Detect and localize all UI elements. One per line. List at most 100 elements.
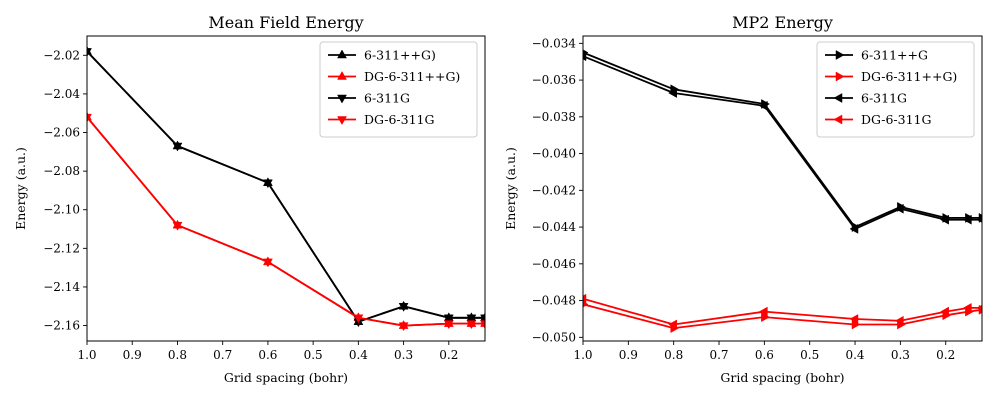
legend: 6-311++G DG-6-311++G) 6-311G DG-6-311G (816, 41, 975, 138)
x-axis-label: Grid spacing (bohr) (720, 370, 844, 385)
y-tick-label: −2.08 (43, 164, 80, 178)
series-line-3 (87, 50, 485, 323)
chart-title: Mean Field Energy (208, 13, 363, 32)
series-line-4 (87, 116, 485, 327)
y-tick-label: −2.02 (43, 48, 80, 62)
axes-frame (86, 35, 486, 342)
x-tick-label: 0.6 (258, 348, 277, 362)
legend-marker (833, 93, 843, 103)
data-point (466, 314, 477, 324)
series-line-2 (583, 303, 982, 330)
y-tick-label: −0.034 (532, 36, 577, 50)
y-tick-label: −0.040 (532, 147, 576, 161)
x-tick-label: 1.0 (573, 348, 592, 362)
x-tick-label: 0.5 (800, 348, 819, 362)
x-tick-label: 0.3 (891, 348, 910, 362)
x-tick-label: 0.9 (123, 348, 142, 362)
data-point (398, 303, 409, 312)
legend-label: 6-311G (861, 91, 907, 106)
data-point (976, 216, 982, 223)
legend-label: 6-311++G (861, 48, 928, 63)
legend-marker (835, 71, 845, 82)
data-point (353, 314, 364, 324)
legend-box (816, 41, 975, 138)
y-tick-label: −0.048 (532, 294, 576, 308)
y-axis-label: Energy (a.u.) (503, 147, 518, 230)
data-point (894, 203, 904, 214)
legend-label: 6-311G (364, 91, 410, 106)
x-tick-label: 0.4 (349, 348, 368, 362)
legend-marker (337, 116, 347, 126)
y-tick-label: −0.046 (532, 257, 576, 271)
y-tick-label: −2.16 (43, 319, 80, 333)
plot-area (583, 49, 982, 334)
data-point (962, 302, 972, 313)
chart-2: MP2 Energy 1.0 0.9 0.8 0.7 0.6 0.5 0.4 0.3 0.2 −0.… (503, 13, 983, 385)
legend: 6-311++G) DG-6-311++G) 6-311G DG-6-311G (319, 41, 478, 138)
y-tick-label: −0.050 (532, 330, 576, 344)
y-tick-label: −2.12 (43, 241, 80, 255)
legend-box (319, 41, 478, 138)
data-point (262, 258, 273, 268)
x-tick-label: 0.7 (213, 348, 232, 362)
data-point (849, 223, 859, 234)
y-tick-label: −0.042 (532, 183, 576, 197)
y-tick-label: −0.036 (532, 73, 576, 87)
chart-title: MP2 Energy (732, 13, 833, 32)
y-tick-label: −2.14 (43, 280, 80, 294)
data-point (172, 221, 183, 231)
data-point (87, 48, 92, 57)
data-point (962, 214, 972, 225)
y-tick-label: −2.06 (43, 126, 80, 140)
data-point (443, 320, 454, 330)
plot-area (87, 45, 485, 332)
legend-label: DG-6-311G (364, 112, 434, 127)
y-axis-label: Energy (a.u.) (13, 147, 28, 230)
x-tick-label: 0.2 (439, 348, 458, 362)
y-tick-label: −2.04 (43, 87, 80, 101)
series-line-1 (583, 51, 982, 229)
legend-marker (337, 94, 347, 104)
data-point (262, 179, 273, 189)
x-tick-label: 0.4 (845, 348, 864, 362)
x-tick-label: 0.2 (936, 348, 955, 362)
data-point (940, 306, 949, 317)
x-tick-label: 0.8 (664, 348, 683, 362)
axes-frame (582, 35, 983, 342)
data-point (758, 306, 768, 317)
data-point (583, 51, 587, 62)
legend-marker (833, 114, 843, 125)
chart-1: Mean Field Energy 1.0 0.9 0.8 0.7 0.6 0.5 0.4 0.… (13, 13, 486, 385)
legend-label: DG-6-311++G) (861, 69, 957, 84)
data-point (583, 293, 587, 304)
data-point (668, 319, 677, 330)
data-point (466, 320, 477, 330)
x-tick-label: 0.9 (619, 348, 638, 362)
x-tick-label: 1.0 (77, 348, 96, 362)
data-point (480, 320, 485, 330)
data-point (398, 322, 409, 332)
data-point (758, 100, 768, 111)
y-tick-label: −2.10 (43, 203, 80, 217)
data-point (87, 113, 92, 123)
data-point (443, 314, 454, 324)
x-tick-label: 0.3 (394, 348, 413, 362)
legend-label: 6-311++G) (364, 48, 436, 63)
y-tick-label: −0.038 (532, 110, 576, 124)
x-tick-label: 0.7 (709, 348, 728, 362)
data-point (668, 88, 677, 98)
legend-marker (337, 49, 347, 59)
x-tick-label: 0.6 (755, 348, 774, 362)
legend-marker (835, 50, 845, 60)
charts-container: Mean Field Energy 1.0 0.9 0.8 0.7 0.6 0.5 0.4 0.… (13, 13, 983, 385)
legend-label: DG-6-311++G) (364, 69, 460, 84)
data-point (940, 214, 949, 225)
x-tick-label: 0.5 (304, 348, 323, 362)
x-tick-label: 0.8 (168, 348, 187, 362)
data-point (849, 314, 859, 324)
data-point (172, 142, 183, 152)
data-point (976, 304, 982, 311)
legend-marker (337, 70, 347, 80)
x-axis-label: Grid spacing (bohr) (224, 370, 348, 385)
